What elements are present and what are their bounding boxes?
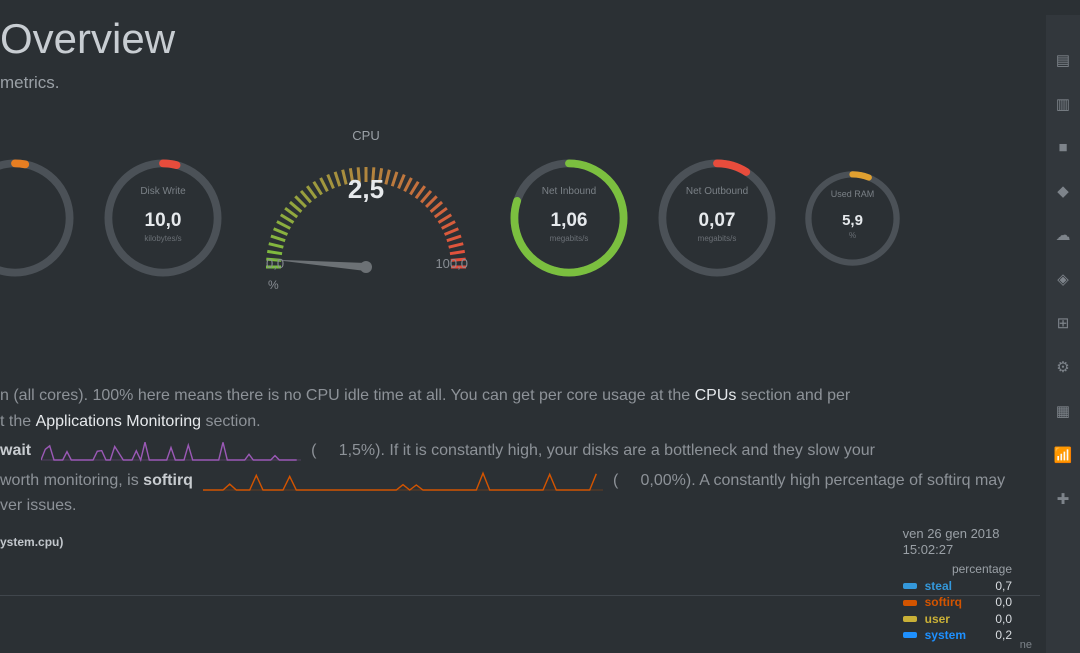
sidebar-icon-7[interactable]: ⚙ bbox=[1056, 358, 1069, 376]
cpu-scale-min: 0,0 bbox=[266, 256, 284, 271]
gauge-value: 0,07 bbox=[652, 210, 782, 232]
gauge-title: Disk Write bbox=[98, 186, 228, 197]
right-sidebar: ▤ ▥ ■ ◆ ☁ ◈ ⊞ ⚙ ▦ 📶 ✚ bbox=[1046, 15, 1080, 653]
gauge-row: Disk Write 10,0 kilobytes/s CPU 2,5 0,0 … bbox=[0, 113, 1080, 323]
sidebar-icon-8[interactable]: ▦ bbox=[1056, 402, 1070, 420]
gauge-unit: % bbox=[800, 231, 905, 240]
sidebar-icon-5[interactable]: ◈ bbox=[1057, 270, 1069, 288]
legend-swatch bbox=[903, 632, 917, 638]
softirq-label: worth monitoring, is softirq bbox=[0, 468, 193, 494]
sidebar-icon-0[interactable]: ▤ bbox=[1056, 51, 1070, 69]
legend: ven 26 gen 2018 15:02:27 percentage stea… bbox=[903, 526, 1012, 643]
sidebar-icon-9[interactable]: 📶 bbox=[1054, 446, 1073, 464]
chart-top-rule bbox=[0, 595, 1040, 596]
desc-text: section and per bbox=[741, 387, 850, 404]
page-title: Overview bbox=[0, 15, 1080, 63]
sidebar-icon-3[interactable]: ◆ bbox=[1057, 182, 1069, 200]
sidebar-icon-2[interactable]: ■ bbox=[1058, 139, 1067, 156]
legend-name: system bbox=[925, 627, 966, 643]
sidebar-icon-6[interactable]: ⊞ bbox=[1057, 314, 1070, 332]
legend-value: 0,2 bbox=[974, 627, 1012, 643]
gauge-cpu: CPU 2,5 0,0 100,0 % bbox=[246, 128, 486, 308]
cpu-gauge-title: CPU bbox=[246, 128, 486, 143]
sparkline-softirq bbox=[203, 470, 603, 492]
gauge-title: Used RAM bbox=[800, 189, 905, 199]
legend-header: percentage bbox=[903, 562, 1012, 576]
gauge-net-inbound: Net Inbound 1,06 megabits/s bbox=[504, 153, 634, 283]
legend-swatch bbox=[903, 600, 917, 606]
desc-text: ver issues. bbox=[0, 493, 1080, 519]
legend-value: 0,0 bbox=[974, 611, 1012, 627]
legend-swatch bbox=[903, 616, 917, 622]
cpu-scale-max: 100,0 bbox=[435, 256, 468, 271]
gauge-disk-write: Disk Write 10,0 kilobytes/s bbox=[98, 153, 228, 283]
gauge-used-ram: Used RAM 5,9 % bbox=[800, 166, 905, 271]
link-cpus[interactable]: CPUs bbox=[695, 387, 737, 404]
bottom-corner-label: ne bbox=[1020, 639, 1032, 651]
gauge-value: 5,9 bbox=[800, 212, 905, 229]
iowait-label: wait bbox=[0, 438, 31, 464]
sidebar-icon-10[interactable]: ✚ bbox=[1057, 490, 1070, 508]
gauge-value: 10,0 bbox=[98, 210, 228, 232]
link-applications-monitoring[interactable]: Applications Monitoring bbox=[36, 413, 201, 430]
gauge-value: 1,06 bbox=[504, 210, 634, 232]
legend-name: user bbox=[925, 611, 966, 627]
sparkline-iowait bbox=[41, 440, 301, 462]
legend-value: 0,0 bbox=[974, 594, 1012, 610]
legend-row[interactable]: steal 0,7 bbox=[903, 578, 1012, 594]
legend-row[interactable]: softirq 0,0 bbox=[903, 594, 1012, 610]
metrics-subtitle: metrics. bbox=[0, 73, 1080, 93]
gauge-net-outbound: Net Outbound 0,07 megabits/s bbox=[652, 153, 782, 283]
legend-timestamp: ven 26 gen 2018 15:02:27 bbox=[903, 526, 1012, 559]
cpu-scale-unit: % bbox=[268, 278, 279, 292]
gauge-title: Net Inbound bbox=[504, 186, 634, 197]
gauge-title: Net Outbound bbox=[652, 186, 782, 197]
legend-name: steal bbox=[925, 578, 966, 594]
gauge-disk-read bbox=[0, 153, 80, 283]
cpu-gauge-value: 2,5 bbox=[246, 174, 486, 205]
gauge-unit: megabits/s bbox=[504, 234, 634, 243]
gauge-unit: megabits/s bbox=[652, 234, 782, 243]
softirq-percent-text: ( 0,00%). A constantly high percentage o… bbox=[613, 468, 1005, 494]
legend-name: softirq bbox=[925, 594, 966, 610]
desc-text: n (all cores). 100% here means there is … bbox=[0, 387, 695, 404]
sidebar-icon-1[interactable]: ▥ bbox=[1056, 95, 1070, 113]
legend-row[interactable]: system 0,2 bbox=[903, 627, 1012, 643]
gauge-unit: kilobytes/s bbox=[98, 234, 228, 243]
legend-value: 0,7 bbox=[974, 578, 1012, 594]
desc-text: section. bbox=[205, 413, 260, 430]
sidebar-icon-4[interactable]: ☁ bbox=[1056, 226, 1071, 244]
iowait-percent-text: ( 1,5%). If it is constantly high, your … bbox=[311, 438, 875, 464]
desc-text: t the bbox=[0, 413, 36, 430]
legend-row[interactable]: user 0,0 bbox=[903, 611, 1012, 627]
legend-swatch bbox=[903, 583, 917, 589]
